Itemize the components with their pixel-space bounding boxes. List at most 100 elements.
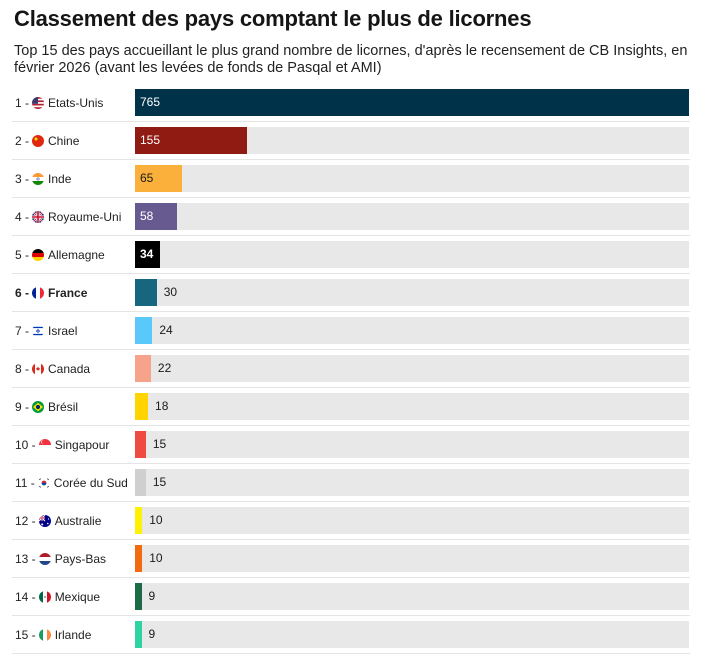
bar-row: 12 - Australie 10 bbox=[0, 502, 704, 540]
category-label: 15 - Irlande bbox=[15, 616, 91, 654]
category-label: 10 - Singapour bbox=[15, 426, 109, 464]
bar-track bbox=[135, 507, 689, 534]
data-label: 18 bbox=[155, 399, 169, 413]
bar bbox=[135, 279, 157, 306]
bar-row: 6 - France 30 bbox=[0, 274, 704, 312]
bar-track bbox=[135, 279, 689, 306]
bar bbox=[135, 241, 160, 268]
category-label: 8 - Canada bbox=[15, 350, 90, 388]
bar bbox=[135, 203, 177, 230]
row-divider bbox=[12, 349, 690, 350]
rank-label: 1 - bbox=[15, 96, 30, 110]
bar-track bbox=[135, 203, 689, 230]
france-flag-icon bbox=[32, 287, 45, 299]
category-label: 4 - Royaume-Uni bbox=[15, 198, 121, 236]
data-label: 10 bbox=[149, 551, 163, 565]
country-label: Brésil bbox=[48, 400, 79, 414]
bar-row: 9 - Brésil 18 bbox=[0, 388, 704, 426]
bar-row: 7 - Israel 24 bbox=[0, 312, 704, 350]
bar-row: 5 - Allemagne 34 bbox=[0, 236, 704, 274]
category-label: 2 - Chine bbox=[15, 122, 79, 160]
data-label: 65 bbox=[140, 171, 154, 185]
rank-label: 6 - bbox=[15, 286, 30, 300]
rank-label: 5 - bbox=[15, 248, 30, 262]
row-divider bbox=[12, 653, 690, 654]
germany-flag-icon bbox=[32, 249, 45, 261]
row-divider bbox=[12, 387, 690, 388]
canada-flag-icon bbox=[32, 363, 45, 375]
country-label: Mexique bbox=[54, 590, 101, 604]
bar bbox=[135, 165, 183, 192]
rank-label: 9 - bbox=[15, 400, 30, 414]
rank-label: 8 - bbox=[15, 362, 30, 376]
bar-track bbox=[135, 469, 689, 496]
country-label: France bbox=[48, 286, 88, 300]
bar-track bbox=[135, 431, 689, 458]
row-divider bbox=[12, 311, 690, 312]
uk-flag-icon bbox=[32, 211, 45, 223]
bar bbox=[135, 469, 146, 496]
bar-row: 1 - Etats-Unis 765 bbox=[0, 84, 704, 122]
row-divider bbox=[12, 273, 690, 274]
bar bbox=[135, 317, 153, 344]
category-label: 5 - Allemagne bbox=[15, 236, 105, 274]
bar-row: 10 - Singapour 15 bbox=[0, 426, 704, 464]
bar-track bbox=[135, 241, 689, 268]
bar-row: 4 - Royaume-Uni 58 bbox=[0, 198, 704, 236]
row-divider bbox=[12, 539, 690, 540]
singapore-flag-icon bbox=[38, 439, 51, 451]
us-flag-icon bbox=[32, 97, 45, 109]
bar-row: 2 - Chine 155 bbox=[0, 122, 704, 160]
bar bbox=[135, 545, 143, 572]
australia-flag-icon bbox=[38, 515, 51, 527]
country-label: Etats-Unis bbox=[48, 96, 104, 110]
bar bbox=[135, 621, 142, 648]
bar-row: 3 - Inde 65 bbox=[0, 160, 704, 198]
rank-label: 15 - bbox=[15, 628, 36, 642]
bar bbox=[135, 127, 248, 154]
category-label: 6 - France bbox=[15, 274, 87, 312]
data-label: 15 bbox=[152, 437, 167, 451]
country-label: Royaume-Uni bbox=[48, 210, 122, 224]
rank-label: 10 - bbox=[15, 438, 36, 452]
bar-track bbox=[135, 545, 689, 572]
data-label: 765 bbox=[140, 95, 161, 109]
rank-label: 14 - bbox=[15, 590, 36, 604]
bar bbox=[135, 431, 146, 458]
chart-subtitle: Top 15 des pays accueillant le plus gran… bbox=[14, 43, 688, 76]
category-label: 11 - Corée du Sud bbox=[15, 464, 128, 502]
bar bbox=[135, 355, 151, 382]
category-label: 12 - Australie bbox=[15, 502, 101, 540]
country-label: Singapour bbox=[54, 438, 110, 452]
rank-label: 13 - bbox=[15, 552, 36, 566]
rank-label: 7 - bbox=[15, 324, 30, 338]
bar-row: 11 - Corée du Sud 15 bbox=[0, 464, 704, 502]
data-label: 24 bbox=[159, 323, 173, 337]
bar-track bbox=[135, 393, 689, 420]
data-label: 10 bbox=[149, 513, 163, 527]
row-divider bbox=[12, 615, 690, 616]
data-label: 34 bbox=[140, 247, 154, 261]
row-divider bbox=[12, 121, 690, 122]
country-label: Chine bbox=[48, 134, 80, 148]
data-label: 9 bbox=[148, 589, 156, 603]
category-label: 7 - Israel bbox=[15, 312, 77, 350]
india-flag-icon bbox=[32, 173, 45, 185]
bar bbox=[135, 583, 142, 610]
row-divider bbox=[12, 197, 690, 198]
bar-track bbox=[135, 317, 689, 344]
category-label: 1 - Etats-Unis bbox=[15, 84, 103, 122]
rank-label: 11 - bbox=[15, 476, 35, 490]
ireland-flag-icon bbox=[38, 629, 51, 641]
bar-row: 13 - Pays-Bas 10 bbox=[0, 540, 704, 578]
country-label: Canada bbox=[48, 362, 91, 376]
israel-flag-icon bbox=[32, 325, 45, 337]
country-label: Allemagne bbox=[48, 248, 105, 262]
rank-label: 3 - bbox=[15, 172, 30, 186]
category-label: 9 - Brésil bbox=[15, 388, 78, 426]
row-divider bbox=[12, 463, 690, 464]
data-label: 15 bbox=[152, 475, 167, 489]
bar-track bbox=[135, 165, 689, 192]
bar bbox=[135, 393, 149, 420]
